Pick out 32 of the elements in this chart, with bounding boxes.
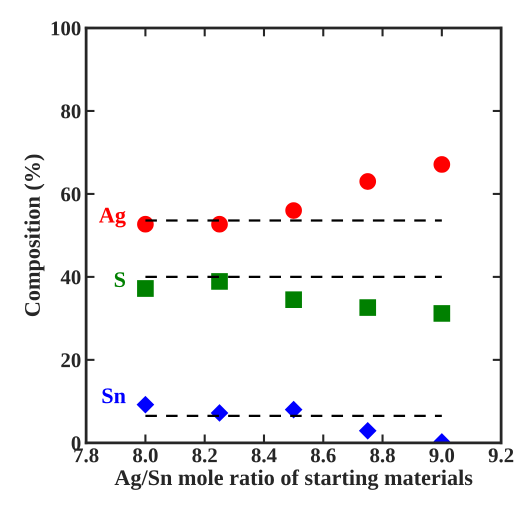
x-tick-label: 8.2 <box>192 448 217 462</box>
series-label: S <box>114 272 126 288</box>
point <box>434 156 450 173</box>
point <box>434 305 450 322</box>
x-axis-title: Ag/Sn mole ratio of starting materials <box>114 469 472 490</box>
point <box>137 216 154 233</box>
point <box>359 173 376 190</box>
point <box>285 202 302 219</box>
x-tick-label: 7.8 <box>74 448 98 462</box>
point <box>211 216 228 233</box>
series-label: Ag <box>99 208 126 228</box>
y-tick-label: 100 <box>52 21 80 36</box>
y-tick-label: 80 <box>61 104 80 118</box>
point <box>211 273 228 290</box>
x-tick-label: 8.8 <box>370 448 395 462</box>
x-tick-label: 8.6 <box>310 448 336 462</box>
point <box>210 404 228 422</box>
point <box>359 299 376 316</box>
x-tick-label: 9.0 <box>429 448 454 462</box>
series-label: Sn <box>102 388 126 404</box>
point <box>285 401 302 418</box>
point <box>136 396 154 414</box>
x-tick-label: 9.2 <box>488 448 514 462</box>
point <box>137 280 154 297</box>
y-tick-label: 20 <box>61 353 80 368</box>
y-tick-label: 40 <box>60 270 80 284</box>
point <box>359 422 376 440</box>
point <box>285 291 302 308</box>
x-tick-label: 8.4 <box>252 448 277 462</box>
y-tick-label: 60 <box>61 187 80 202</box>
x-tick-label: 8.0 <box>133 448 158 462</box>
y-axis-title: Composition (%) <box>24 154 44 316</box>
